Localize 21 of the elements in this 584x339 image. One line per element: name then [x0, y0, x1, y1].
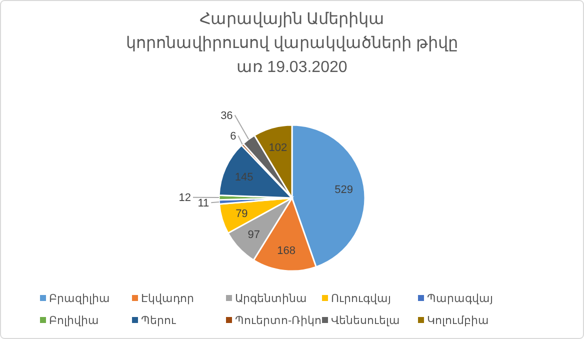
data-label: 11	[198, 197, 210, 210]
data-label: 102	[268, 142, 288, 154]
legend-label: Պերու	[141, 314, 176, 327]
data-label: 6	[230, 130, 236, 143]
legend-label: Բրազիլիա	[49, 292, 110, 305]
data-label: 97	[248, 229, 260, 242]
data-label: 168	[277, 245, 296, 258]
data-label: 145	[234, 171, 254, 184]
legend-label: Պարագվայ	[427, 292, 493, 305]
legend-label: Արգենտինա	[235, 292, 307, 305]
legend-label: Էկվադոր	[141, 292, 194, 305]
legend-label: Պուերտո-Ռիկո	[235, 314, 322, 327]
data-label: 36	[220, 110, 233, 122]
data-label: 79	[236, 208, 248, 220]
legend-label: Վենեսուելա	[331, 314, 400, 327]
legend-label: Կոլումբիա	[427, 314, 489, 327]
legend-label: Բոլիվիա	[49, 314, 99, 327]
data-label: 529	[334, 184, 353, 196]
legend-label: Ուրուգվայ	[331, 292, 391, 305]
data-label: 12	[178, 192, 191, 204]
chart-title: Հարավային Ամերիկա կորոնավիրուսով վարակվածների թիվը առ 19.03.2020	[126, 11, 458, 76]
